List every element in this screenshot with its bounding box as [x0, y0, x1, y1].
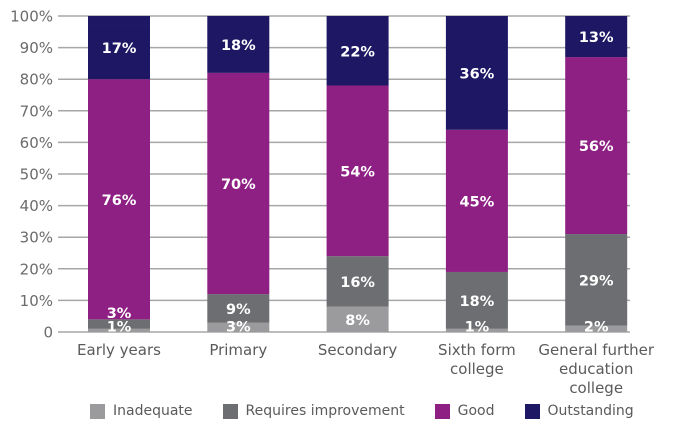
legend-label: Outstanding — [547, 403, 634, 419]
data-label: 70% — [221, 177, 256, 193]
y-tick-label: 30% — [20, 229, 53, 247]
bar-segment-outstanding — [445, 16, 508, 130]
data-label: 54% — [340, 164, 375, 180]
bar-segment-requires-improvement — [88, 319, 150, 329]
bar-segment-inadequate — [445, 328, 508, 332]
data-label: 18% — [221, 38, 256, 54]
x-category-label: Primary — [209, 341, 267, 359]
legend-swatch — [222, 403, 238, 419]
legend-item-outstanding: Outstanding — [524, 403, 634, 419]
bar-segment-outstanding — [207, 16, 270, 73]
data-label: 3% — [226, 320, 251, 336]
bar-segment-inadequate — [88, 328, 150, 332]
data-label: 1% — [465, 320, 490, 336]
y-tick-label: 80% — [20, 71, 53, 89]
x-category-label: college — [450, 360, 504, 378]
legend-item-requires-improvement: Requires improvement — [222, 403, 405, 419]
bar-segment-inadequate — [207, 322, 270, 332]
data-label: 22% — [340, 44, 375, 60]
bar-segment-good — [207, 72, 270, 295]
bar-segment-outstanding — [326, 16, 389, 86]
y-axis-ticks: 0 10% 20% 30% 40% 50% 60% 70% 80% 90% 100% — [10, 8, 53, 342]
bar-segment-inadequate — [565, 325, 628, 332]
data-label: 2% — [584, 320, 609, 336]
data-label: 13% — [579, 30, 614, 46]
x-category-label: Early years — [77, 341, 161, 359]
x-category-label: college — [569, 379, 623, 397]
bar-segment-requires-improvement — [565, 234, 628, 326]
bar-segment-fill — [88, 16, 150, 26]
data-label: 56% — [579, 139, 614, 155]
bar-segment-outstanding — [88, 25, 150, 80]
x-category-label: General further — [538, 341, 654, 359]
y-tick-label: 50% — [20, 166, 53, 184]
data-label: 76% — [102, 193, 137, 209]
data-label: 29% — [579, 273, 614, 289]
y-tick-label: 70% — [20, 102, 53, 120]
data-label: 17% — [102, 41, 137, 57]
y-tick-label: 100% — [10, 8, 53, 26]
bar-segment-outstanding — [565, 16, 628, 58]
legend-swatch — [434, 403, 450, 419]
y-tick-label: 90% — [20, 39, 53, 57]
bar-segment-requires-improvement — [445, 271, 508, 329]
legend-item-inadequate: Inadequate — [90, 403, 193, 419]
bar-segment-good — [445, 129, 508, 272]
data-labels: 1%3%76%17%3%9%70%18%8%16%54%22%1%18%45%3… — [102, 30, 614, 335]
bar-segment-good — [326, 85, 389, 257]
legend-item-good: Good — [434, 403, 495, 419]
stacked-bar-chart: 010%20%30%40%50%60%70%80%90%100% 1%3%76%… — [10, 8, 655, 398]
bar-segment-good — [565, 57, 628, 235]
bar-segment-requires-improvement — [207, 294, 270, 323]
bar-segment-inadequate — [326, 306, 389, 332]
bar-segment-good — [88, 79, 150, 320]
x-category-label: Secondary — [318, 341, 398, 359]
legend-label: Requires improvement — [245, 403, 405, 419]
bar-segment-requires-improvement — [326, 256, 389, 307]
y-tick-label: 60% — [20, 134, 53, 152]
data-label: 9% — [226, 302, 251, 318]
y-tick-label: 10% — [20, 292, 53, 310]
legend: Inadequate Requires improvement Good Out… — [90, 403, 664, 419]
legend-swatch — [90, 403, 105, 419]
y-tick-label: 0 — [43, 324, 53, 342]
data-label: 1% — [107, 320, 132, 336]
y-tick-label: 20% — [20, 260, 53, 278]
x-axis-categories: Early years Primary Secondary Sixth formcol… — [77, 341, 655, 397]
data-label: 3% — [107, 306, 132, 322]
data-label: 8% — [345, 313, 370, 329]
legend-label: Inadequate — [113, 403, 193, 419]
data-label: 36% — [460, 66, 495, 82]
data-label: 45% — [460, 194, 495, 210]
legend-label: Good — [457, 403, 495, 419]
data-label: 18% — [460, 294, 495, 310]
x-category-label: education — [559, 360, 633, 378]
bars — [88, 16, 628, 332]
x-category-label: Sixth form — [438, 341, 516, 359]
y-tick-label: 40% — [20, 197, 53, 215]
data-label: 16% — [340, 275, 375, 291]
legend-swatch — [524, 403, 540, 419]
